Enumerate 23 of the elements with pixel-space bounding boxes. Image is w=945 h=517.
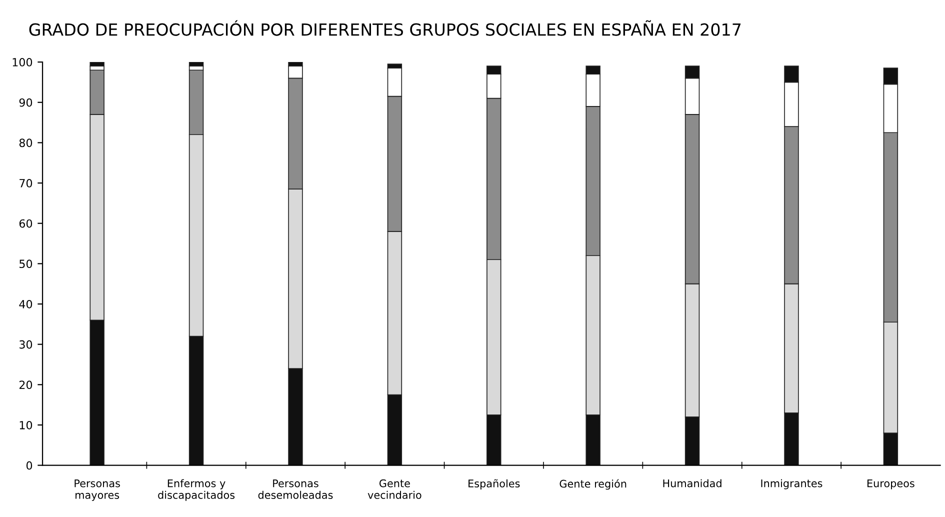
x-tick-label: Enfermos y discapacitados (158, 479, 235, 501)
x-tick-label: Españoles (468, 479, 520, 490)
x-tick-label: Humanidad (663, 479, 722, 488)
bar (188, 62, 204, 66)
x-tick-label: Gente vecindario (368, 479, 422, 499)
x-tick-label: Gente región (560, 479, 626, 490)
y-tick-label: 60 (19, 219, 32, 228)
y-tick-label: 70 (20, 178, 32, 188)
x-tick-label: Inmigrantes (761, 479, 822, 490)
x-tick-label: Europeos (867, 480, 914, 490)
y-tick-label: 80 (19, 138, 32, 148)
chart-title: GRADO DE PREOCUPACIÓN POR DIFERENTES GRUPOS SOCIALES EN ESPAÑA EN 2017 (29, 20, 741, 36)
y-tick-label: 90 (19, 98, 32, 107)
x-tick-label: Personas desemoleadas (258, 480, 333, 499)
x-tick-label: Personas mayores (74, 480, 120, 501)
y-tick-label: 40 (19, 300, 32, 308)
y-tick-label: 30 (20, 340, 32, 349)
y-tick-label: 0 (26, 461, 32, 470)
y-tick-label: 20 (19, 380, 32, 390)
y-tick-label: 10 (20, 420, 32, 430)
bar (90, 62, 104, 66)
y-tick-label: 50 (20, 260, 32, 268)
y-tick-label: 100 (12, 58, 32, 66)
